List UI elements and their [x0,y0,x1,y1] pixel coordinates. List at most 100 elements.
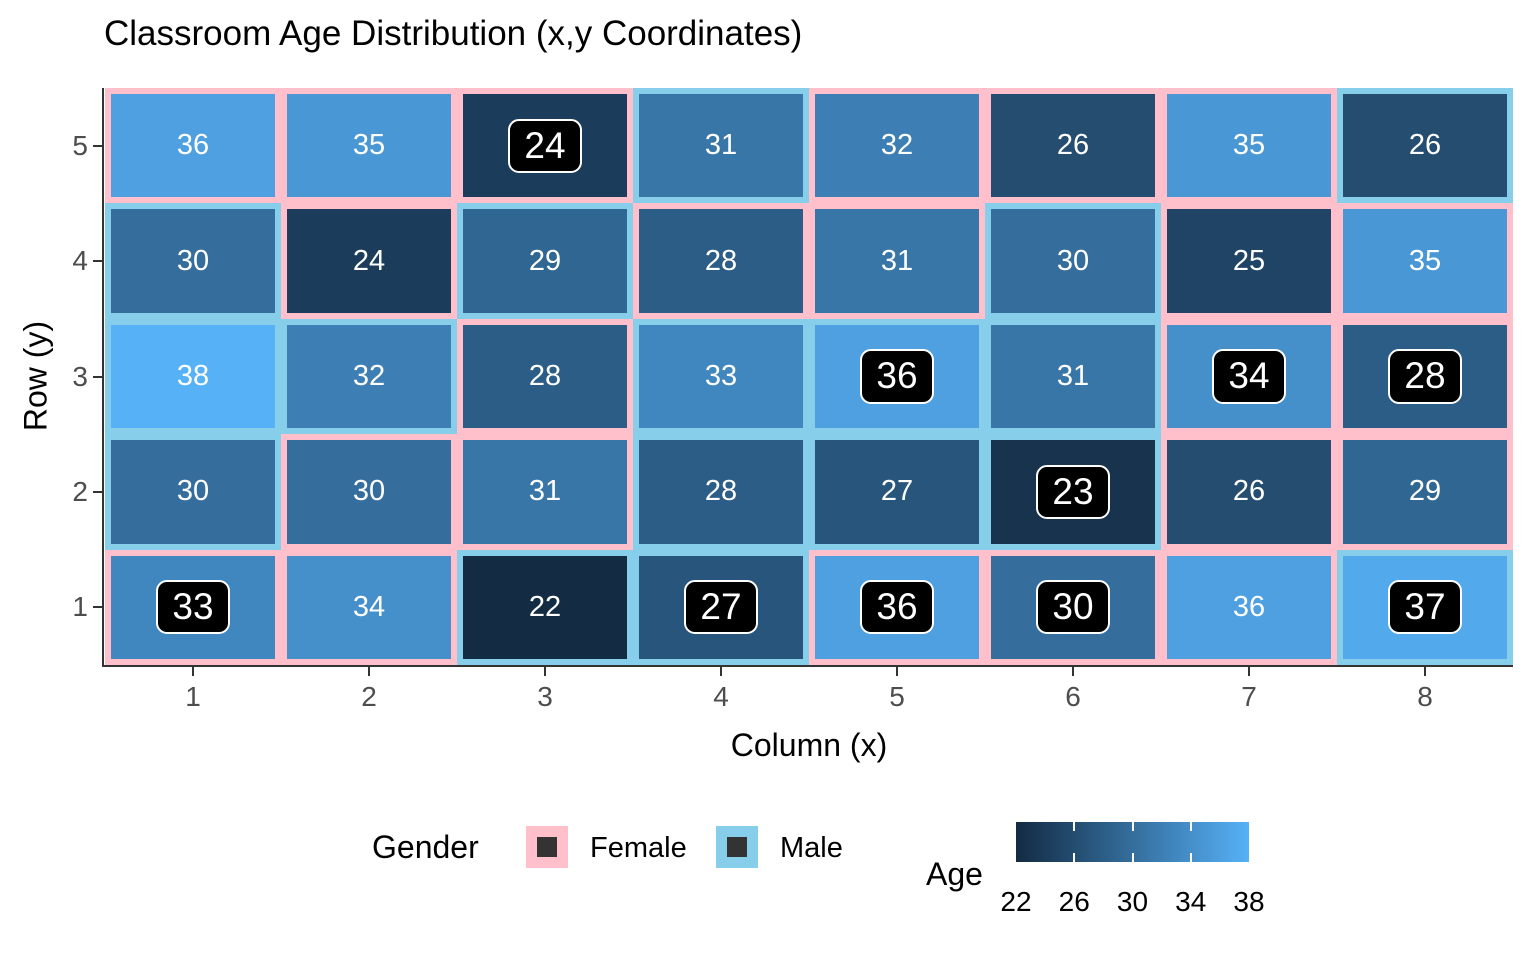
x-tick-label: 3 [537,681,553,712]
cell-age-label: 28 [528,359,562,392]
gender-legend-key-male [716,826,758,868]
heatmap-cell-x8-y4: 35 [1337,203,1513,319]
cell-boxed-age-label: 23 [1036,464,1110,520]
x-tick-label: 4 [713,681,729,712]
x-axis-title: Column (x) [730,727,888,763]
cell-age-label: 31 [1056,359,1090,392]
cell-age-label: 25 [1232,244,1266,277]
heatmap-cell-x5-y1: 36 [809,549,985,665]
heatmap-cell-x5-y3: 36 [809,318,985,435]
x-tick-mark [896,667,898,676]
colorbar-tick-mark [1131,853,1134,862]
cell-boxed-age-label: 24 [508,118,582,173]
y-tick-mark [93,260,102,263]
heatmap-cell-x1-y2: 30 [105,434,281,550]
x-axis-line [102,665,1513,667]
x-tick-mark [544,667,546,676]
cell-boxed-age-label: 36 [860,580,934,635]
heatmap-cell-x7-y2: 26 [1161,434,1337,550]
y-tick-label: 1 [72,591,88,623]
heatmap-cell-x1-y1: 33 [105,549,281,665]
y-tick-label: 5 [72,129,88,161]
cell-age-label: 36 [1232,590,1266,623]
y-tick-label: 4 [72,245,88,277]
y-tick-mark [93,375,102,378]
y-tick-mark [93,490,102,493]
y-axis-title: Row (y) [17,320,54,432]
x-tick-label: 2 [361,681,377,712]
cell-boxed-age-label: 30 [1036,580,1110,635]
cell-age-label: 38 [176,359,210,392]
heatmap-cell-x3-y5: 24 [457,88,633,204]
x-tick-mark [1424,667,1426,676]
x-tick-label: 6 [1065,681,1081,712]
x-tick-label: 5 [889,681,905,712]
heatmap-cell-x1-y4: 30 [105,203,281,319]
y-tick-label: 3 [72,360,88,392]
colorbar-tick-label: 34 [1175,886,1207,917]
cell-age-label: 28 [704,244,738,277]
cell-age-label: 31 [528,475,562,508]
cell-age-label: 36 [176,129,210,162]
heatmap-cell-x5-y2: 27 [809,434,985,550]
x-tick-mark [368,667,370,676]
heatmap-cell-x6-y4: 30 [985,203,1161,319]
cell-boxed-age-label: 36 [860,349,934,404]
cell-boxed-age-label: 27 [684,580,758,635]
cell-boxed-age-label: 34 [1212,349,1286,404]
colorbar-tick-mark [1073,853,1076,862]
cell-age-label: 27 [880,475,914,508]
heatmap-cell-x4-y3: 33 [633,318,809,435]
cell-age-label: 30 [1056,244,1090,277]
heatmap-cell-x7-y5: 35 [1161,88,1337,204]
colorbar-tick-label: 22 [1000,886,1032,917]
heatmap-cell-x4-y2: 28 [633,434,809,550]
y-axis-line [102,88,104,667]
gender-legend-label-male: Male [780,832,843,864]
heatmap-cell-x8-y5: 26 [1337,88,1513,204]
heatmap-cell-x6-y2: 23 [985,434,1161,550]
gender-legend-key-female [526,826,568,868]
cell-boxed-age-label: 37 [1388,580,1462,635]
cell-age-label: 26 [1232,475,1266,508]
heatmap-cell-x6-y1: 30 [985,549,1161,665]
heatmap-cell-x2-y1: 34 [281,549,457,665]
colorbar-tick-mark [1073,822,1076,831]
cell-age-label: 34 [352,590,386,623]
legend-key-swatch [537,837,557,857]
cell-age-label: 29 [528,244,562,277]
cell-age-label: 30 [352,475,386,508]
heatmap-cell-x2-y5: 35 [281,88,457,204]
cell-age-label: 33 [704,359,738,392]
heatmap-cell-x4-y4: 28 [633,203,809,319]
heatmap-cell-x7-y1: 36 [1161,549,1337,665]
colorbar-tick-mark [1189,853,1192,862]
heatmap-cell-x3-y4: 29 [457,203,633,319]
age-colorbar [1016,822,1249,862]
legend-key-swatch [727,837,747,857]
heatmap-cell-x4-y1: 27 [633,549,809,665]
heatmap-cell-x2-y4: 24 [281,203,457,319]
x-tick-label: 1 [185,681,201,712]
heatmap-cell-x3-y2: 31 [457,434,633,550]
heatmap-cell-x4-y5: 31 [633,88,809,204]
cell-age-label: 30 [176,475,210,508]
heatmap-cell-x3-y3: 28 [457,318,633,435]
heatmap-cell-x6-y5: 26 [985,88,1161,204]
heatmap-cell-x6-y3: 31 [985,318,1161,435]
cell-age-label: 32 [352,359,386,392]
heatmap-cell-x8-y1: 37 [1337,549,1513,665]
cell-age-label: 31 [880,244,914,277]
y-tick-label: 2 [72,475,88,507]
colorbar-tick-label: 26 [1058,886,1090,917]
heatmap-cell-x7-y3: 34 [1161,318,1337,435]
cell-age-label: 28 [704,475,738,508]
heatmap-cell-x5-y4: 31 [809,203,985,319]
heatmap-grid: 36 35 24 31 32 26 35 26 30 24 29 28 31 30 25 35 38 32 28 33… [105,88,1513,665]
age-legend-title: Age [926,856,983,892]
heatmap-cell-x3-y1: 22 [457,549,633,665]
cell-age-label: 26 [1056,129,1090,162]
colorbar-tick-mark [1189,822,1192,831]
colorbar-tick-label: 38 [1233,886,1265,917]
heatmap-cell-x8-y2: 29 [1337,434,1513,550]
